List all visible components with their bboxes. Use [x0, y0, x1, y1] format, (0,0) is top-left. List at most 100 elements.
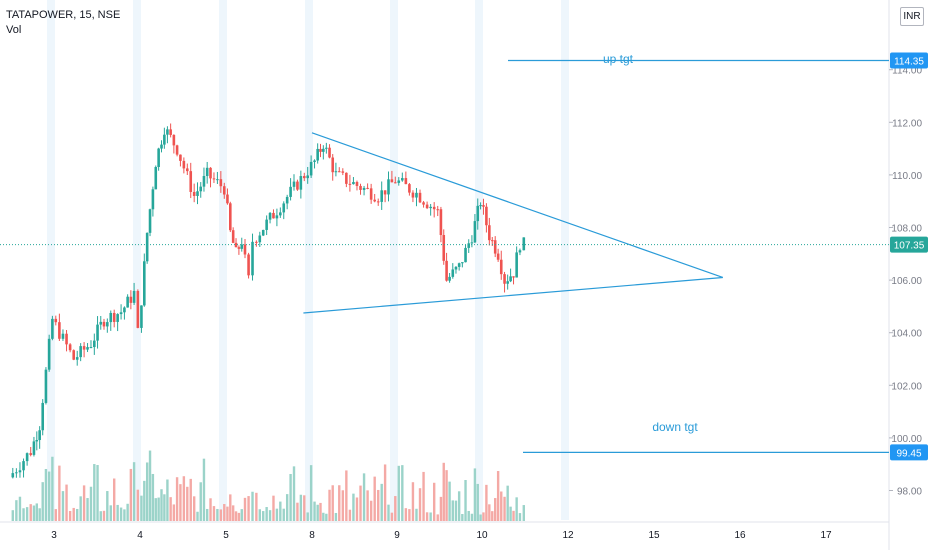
- volume-bar: [296, 502, 299, 521]
- candle-body: [102, 321, 106, 327]
- volume-bar: [231, 505, 235, 521]
- volume-bar: [132, 462, 136, 521]
- candle-body: [44, 369, 48, 403]
- volume-bar: [151, 473, 155, 521]
- candle-body: [476, 205, 480, 222]
- candle-body: [306, 175, 309, 179]
- volume-bar: [145, 462, 149, 521]
- candle-body: [140, 305, 143, 328]
- candle-body: [299, 176, 303, 190]
- candle-body: [75, 357, 79, 360]
- volume-bar: [113, 478, 116, 521]
- candle-body: [179, 154, 182, 161]
- candle-body: [145, 232, 149, 262]
- candle-body: [189, 171, 193, 192]
- candle-body: [348, 183, 352, 185]
- volume-bar: [334, 512, 338, 521]
- volume-bar: [129, 468, 133, 521]
- volume-bar: [175, 477, 179, 521]
- volume-bar: [234, 511, 238, 521]
- volume-bar: [82, 485, 86, 521]
- volume-bar: [93, 464, 96, 521]
- volume-bar: [322, 512, 325, 521]
- candle-body: [119, 312, 123, 315]
- candle-body: [11, 473, 15, 478]
- volume-bar: [96, 465, 99, 521]
- volume-bar: [309, 465, 313, 521]
- candle-body: [216, 179, 219, 181]
- candle-body: [464, 247, 467, 263]
- volume-series: [11, 450, 525, 521]
- currency-button[interactable]: INR: [900, 7, 924, 26]
- y-tick-label: 98.00: [897, 487, 922, 498]
- candle-body: [499, 259, 503, 275]
- candle-body: [488, 225, 491, 241]
- candle-body: [418, 192, 422, 203]
- volume-bar: [11, 510, 14, 521]
- x-tick-label: 8: [309, 530, 315, 541]
- volume-bar: [72, 507, 75, 521]
- candle-body: [154, 167, 158, 190]
- volume-label: Vol: [6, 24, 22, 36]
- volume-bar: [496, 471, 500, 521]
- volume-bar: [306, 512, 309, 521]
- volume-bar: [439, 496, 443, 521]
- candle-body: [112, 312, 116, 322]
- candle-body: [415, 192, 418, 198]
- volume-bar: [366, 490, 369, 521]
- volume-bar: [29, 504, 32, 521]
- candle-body: [82, 346, 86, 350]
- volume-bar: [303, 495, 306, 521]
- candle-body: [172, 134, 176, 146]
- candle-body: [390, 179, 394, 183]
- volume-bar: [345, 470, 348, 521]
- candle-body: [65, 333, 68, 345]
- volume-bar: [157, 497, 160, 521]
- volume-bar: [79, 496, 82, 521]
- candle-body: [401, 178, 404, 181]
- candle-body: [89, 347, 93, 349]
- session-band: [219, 0, 227, 520]
- candle-body: [479, 205, 482, 207]
- candle-body: [209, 167, 212, 179]
- volume-bar: [515, 497, 518, 521]
- candle-body: [54, 318, 58, 323]
- candle-body: [99, 321, 103, 325]
- volume-bar: [289, 473, 292, 521]
- volume-bar: [109, 505, 112, 521]
- candle-body: [387, 179, 390, 195]
- candle-body: [319, 148, 322, 152]
- volume-bar: [106, 491, 109, 521]
- candle-body: [512, 276, 515, 278]
- candle-body: [143, 261, 146, 306]
- candle-body: [196, 191, 199, 196]
- volume-bar: [44, 468, 48, 521]
- price-line-badge: [890, 52, 928, 69]
- volume-bar: [488, 504, 491, 521]
- volume-bar: [461, 514, 464, 521]
- candle-body: [522, 237, 526, 251]
- volume-bar: [285, 494, 289, 521]
- volume-bar: [205, 508, 209, 521]
- volume-bar: [262, 511, 265, 521]
- volume-bar: [76, 508, 79, 521]
- volume-bar: [482, 512, 485, 521]
- candle-body: [251, 241, 254, 276]
- candle-body: [376, 201, 380, 203]
- volume-bar: [25, 507, 29, 521]
- session-band: [475, 0, 483, 520]
- candle-body: [493, 240, 497, 254]
- candle-body: [309, 161, 313, 176]
- candle-body: [279, 212, 282, 216]
- volume-bar: [451, 500, 454, 521]
- volume-bar: [163, 494, 166, 521]
- candle-body: [352, 182, 355, 185]
- volume-bar: [316, 504, 319, 521]
- price-line-label: up tgt: [603, 52, 634, 66]
- session-band: [390, 0, 398, 520]
- volume-bar: [279, 501, 282, 521]
- volume-bar: [394, 496, 397, 521]
- trendline-upper: [311, 132, 723, 279]
